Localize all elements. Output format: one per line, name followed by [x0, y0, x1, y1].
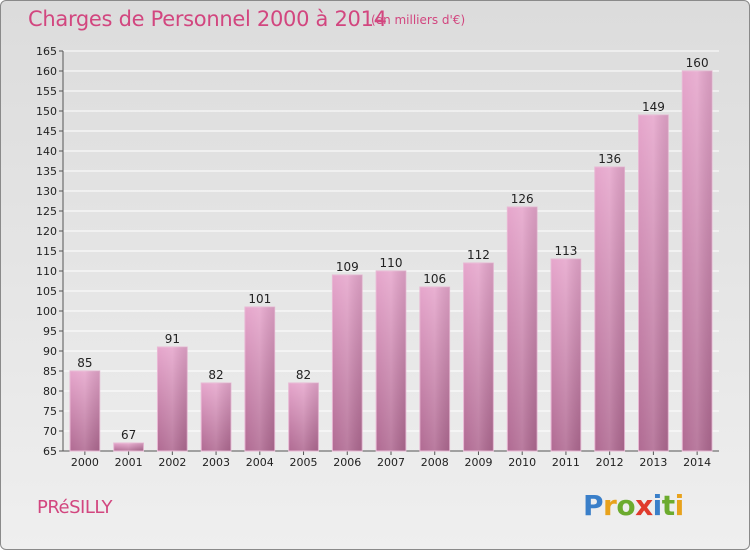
y-tick-label: 70	[43, 425, 57, 438]
x-tick-label-2014: 2014	[683, 456, 711, 469]
y-tick-label: 145	[36, 125, 57, 138]
brand-letter: x	[635, 489, 653, 522]
x-tick-label-2006: 2006	[333, 456, 361, 469]
data-label-2001: 67	[121, 428, 136, 442]
y-tick-label: 135	[36, 165, 57, 178]
data-label-2013: 149	[642, 100, 665, 114]
y-tick-label: 75	[43, 405, 57, 418]
bar-shade-2010	[507, 207, 538, 451]
data-label-2003: 82	[208, 368, 223, 382]
x-tick-label-2008: 2008	[421, 456, 449, 469]
y-tick-label: 110	[36, 265, 57, 278]
y-tick-label: 85	[43, 365, 57, 378]
data-label-2014: 160	[686, 56, 709, 70]
data-labels: 85 67 91 82 101 82 109 110 106 112 126 113 136 149 160	[77, 56, 708, 442]
bar-shade-2011	[551, 259, 581, 451]
data-label-2002: 91	[165, 332, 180, 346]
brand-letter: r	[603, 489, 617, 522]
axes: 65 70 75 80 85 90 95 100 105 110 115 120 125 130 135 14…	[36, 45, 719, 469]
y-tick-label: 65	[43, 445, 57, 458]
x-tick-label-2007: 2007	[377, 456, 405, 469]
x-tick-label-2004: 2004	[246, 456, 274, 469]
y-tick-label: 130	[36, 185, 57, 198]
brand-letter: i	[652, 489, 663, 522]
data-label-2006: 109	[336, 260, 359, 274]
brand-logo: Proxiti	[583, 489, 684, 522]
bar-shade-2000	[69, 371, 100, 451]
y-tick-label: 150	[36, 105, 57, 118]
data-label-2008: 106	[423, 272, 446, 286]
bars	[69, 70, 713, 452]
brand-letter: t	[661, 489, 675, 522]
bar-shade-2006	[332, 275, 363, 451]
data-label-2000: 85	[77, 356, 92, 370]
data-label-2005: 82	[296, 368, 311, 382]
brand-letter: i	[674, 489, 685, 522]
x-tick-label-2003: 2003	[202, 456, 230, 469]
bar-shade-2001	[113, 443, 144, 451]
x-tick-label-2013: 2013	[639, 456, 667, 469]
bar-shade-2007	[376, 271, 406, 451]
x-tick-label-2009: 2009	[464, 456, 492, 469]
data-label-2012: 136	[598, 152, 621, 166]
x-tick-label-2012: 2012	[596, 456, 624, 469]
bar-shade-2013	[638, 115, 669, 451]
y-tick-label: 105	[36, 285, 57, 298]
data-label-2009: 112	[467, 248, 490, 262]
bar-shade-2009	[463, 263, 494, 451]
x-tick-label-2011: 2011	[552, 456, 580, 469]
bar-shade-2005	[288, 383, 319, 451]
x-tick-label-2010: 2010	[508, 456, 536, 469]
brand-letter: P	[583, 489, 604, 522]
data-label-2004: 101	[248, 292, 271, 306]
brand-letter: o	[616, 489, 636, 522]
data-label-2010: 126	[511, 192, 534, 206]
bar-shade-2008	[419, 287, 450, 451]
bar-shade-2004	[244, 307, 275, 451]
y-tick-label: 155	[36, 85, 57, 98]
y-tick-label: 90	[43, 345, 57, 358]
commune-name: PRéSILLY	[37, 497, 113, 518]
y-tick-label: 80	[43, 385, 57, 398]
bar-shade-2012	[594, 167, 625, 451]
y-tick-label: 140	[36, 145, 57, 158]
bar-shade-2003	[201, 383, 231, 451]
chart-title: Charges de Personnel 2000 à 2014	[28, 7, 387, 31]
y-tick-label: 115	[36, 245, 57, 258]
chart-subtitle: (en milliers d'€)	[371, 13, 466, 27]
data-label-2007: 110	[380, 256, 403, 270]
bar-shade-2002	[157, 347, 188, 451]
x-tick-label-2002: 2002	[158, 456, 186, 469]
y-tick-label: 95	[43, 325, 57, 338]
x-tick-label-2000: 2000	[71, 456, 99, 469]
x-tick-label-2001: 2001	[115, 456, 143, 469]
bar-shade-2014	[682, 71, 713, 451]
x-tick-label-2005: 2005	[290, 456, 318, 469]
y-tick-label: 160	[36, 65, 57, 78]
y-tick-label: 120	[36, 225, 57, 238]
y-tick-label: 165	[36, 45, 57, 58]
data-label-2011: 113	[554, 244, 577, 258]
y-tick-label: 100	[36, 305, 57, 318]
y-tick-label: 125	[36, 205, 57, 218]
